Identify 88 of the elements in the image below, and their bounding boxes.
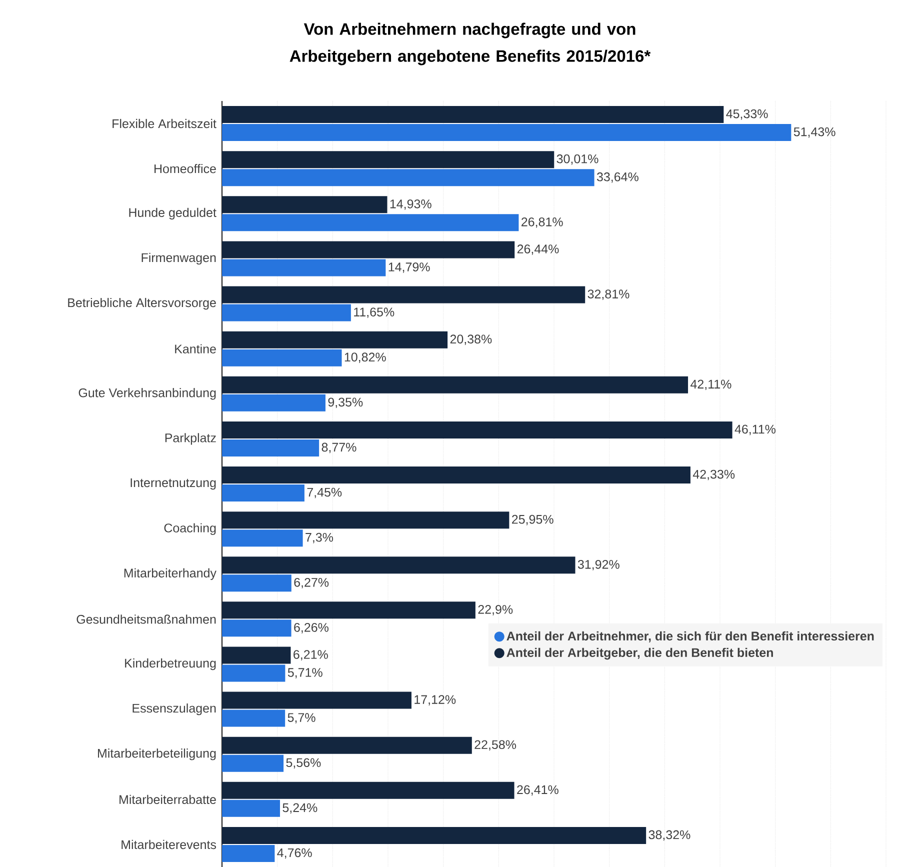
y-tick-label: Homeoffice	[154, 164, 216, 174]
bar	[222, 124, 792, 142]
y-tick-label: Mitarbeiterrabatte	[120, 794, 216, 804]
bar	[222, 196, 388, 214]
bar	[222, 826, 646, 844]
data-label: 10,82%	[344, 352, 386, 363]
bar	[222, 214, 519, 232]
y-tick-label: Gute Verkehrsanbindung	[78, 388, 216, 400]
data-label: 5,24%	[282, 803, 318, 814]
bar	[222, 530, 303, 547]
data-label: 20,38%	[450, 334, 492, 345]
data-label: 17,12%	[414, 695, 456, 706]
bar	[222, 692, 412, 709]
data-label: 9,35%	[328, 398, 363, 408]
data-label: 26,41%	[517, 785, 558, 796]
data-label: 14,79%	[388, 262, 430, 273]
y-tick-label: Parkplatz	[165, 433, 216, 445]
y-tick-label: Kinderbetreuung	[125, 658, 216, 670]
bar	[222, 151, 554, 168]
bar	[222, 376, 688, 394]
bar	[222, 512, 510, 529]
data-label: 45,33%	[726, 109, 768, 120]
y-tick-label: Hunde geduldet	[129, 208, 216, 220]
y-tick-label: Gesundheitsmaßnahmen	[76, 614, 216, 624]
bar	[222, 646, 291, 664]
data-label: 32,81%	[588, 290, 630, 300]
data-label: 6,27%	[294, 578, 329, 588]
data-label: 5,71%	[288, 668, 322, 678]
data-label: 11,65%	[354, 308, 394, 318]
data-label: 22,9%	[478, 605, 513, 616]
data-label: 46,11%	[734, 424, 776, 436]
data-label: 51,43%	[794, 127, 836, 138]
y-tick-label: Mitarbeiterevents	[122, 840, 216, 850]
y-tick-label: Mitarbeiterhandy	[124, 568, 216, 580]
data-label: 42,33%	[692, 470, 735, 480]
data-label: 30,01%	[556, 154, 598, 165]
legend-label: Anteil der Arbeitnehmer, die sich für den Benefit interessieren	[506, 631, 874, 642]
bar	[222, 394, 326, 412]
bar	[222, 620, 292, 637]
data-label: 5,56%	[286, 758, 321, 769]
chart-title: Von Arbeitnehmern nachgefragte und von Arbeitgebern angebotene Benefits 2015/2016*	[290, 22, 651, 66]
data-label: 38,32%	[648, 830, 690, 841]
data-label: 26,81%	[522, 217, 563, 228]
bar	[222, 754, 284, 772]
bar	[222, 710, 286, 727]
y-tick-label: Coaching	[164, 523, 216, 535]
data-label: 42,11%	[690, 380, 732, 390]
bar	[222, 439, 320, 456]
legend-label: Anteil der Arbeitgeber, die den Benefit bieten	[506, 648, 773, 660]
bar	[222, 259, 386, 276]
bar	[222, 169, 594, 186]
data-label: 4,76%	[277, 848, 312, 859]
data-label: 33,64%	[596, 172, 638, 183]
y-tick-label: Betriebliche Altersvorsorge	[68, 298, 216, 310]
data-label: 6,26%	[294, 623, 328, 634]
bar	[222, 574, 292, 592]
y-tick-label: Mitarbeiterbeteiligung	[98, 748, 216, 760]
y-tick-label: Kantine	[175, 344, 216, 354]
bar	[222, 331, 448, 348]
bar	[222, 844, 275, 862]
bar	[222, 664, 286, 682]
bar	[222, 286, 586, 304]
y-tick-label: Flexible Arbeitszeit	[112, 118, 216, 128]
y-tick-label: Essenszulagen	[132, 703, 216, 716]
data-label: 14,93%	[390, 199, 432, 210]
bar	[222, 106, 724, 124]
data-label: 6,21%	[294, 650, 328, 660]
data-label: 26,44%	[517, 244, 559, 255]
bar	[222, 736, 472, 754]
bar	[222, 602, 476, 619]
data-label: 22,58%	[474, 740, 516, 751]
bar	[222, 304, 351, 322]
data-label: 8,77%	[322, 442, 356, 454]
data-label: 25,95%	[512, 514, 554, 526]
y-tick-label: Firmenwagen	[142, 252, 216, 265]
bar	[222, 800, 280, 817]
bar	[222, 241, 515, 258]
data-label: 7,45%	[307, 488, 342, 498]
bar	[222, 466, 690, 484]
bar	[222, 556, 576, 574]
bar	[222, 349, 342, 366]
bar	[222, 484, 304, 502]
bar	[222, 421, 732, 438]
data-label: 7,3%	[306, 532, 334, 544]
y-tick-label: Internetnutzung	[130, 478, 216, 490]
data-label: 31,92%	[578, 560, 620, 570]
bar	[222, 782, 514, 799]
data-label: 5,7%	[288, 713, 316, 724]
